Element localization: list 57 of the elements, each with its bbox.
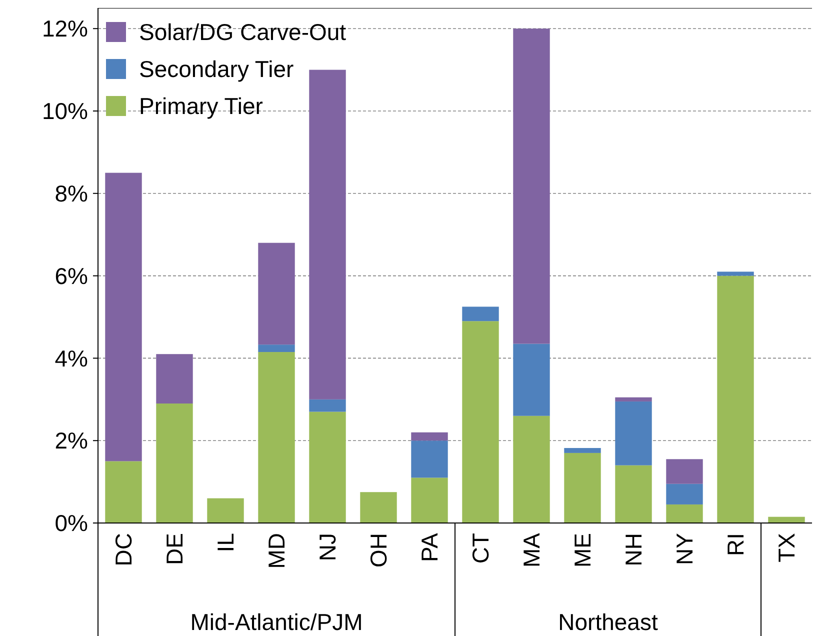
y-tick-label: 0% [54,510,88,536]
bar [717,276,754,523]
legend-label: Primary Tier [139,93,264,120]
bar [462,321,499,523]
x-tick-label: RI [722,533,749,556]
bar [513,416,550,523]
x-tick-label: OH [366,533,392,568]
bar [156,404,193,523]
x-tick-label: PA [416,532,443,562]
bar [615,397,652,402]
bar [258,344,295,352]
x-tick-label: ME [570,533,596,568]
bar [258,242,295,345]
x-tick-label: DE [162,533,188,565]
x-tick-label: MA [518,532,545,568]
text: Northeast [558,609,658,635]
bar [309,412,346,523]
x-tick-label: CT [468,533,494,564]
y-tick-label: 8% [54,180,88,206]
bar [615,465,652,523]
bar [207,498,244,523]
y-tick-label: 4% [54,345,88,372]
bar [462,306,499,322]
bar [564,452,601,523]
text: Mid-Atlantic/PJM [190,609,363,635]
bar [615,401,652,466]
bar [309,70,346,400]
bar [411,440,448,478]
bar [309,399,346,412]
y-tick-label: 12% [42,16,88,42]
x-tick-label: MD [264,533,290,569]
bar [105,461,142,523]
bar [768,516,805,523]
x-tick-label: IL [212,532,239,552]
bar [513,344,550,416]
bar [411,478,448,523]
y-tick-label: 10% [42,98,88,124]
legend-label: Solar/DG Carve-Out [139,19,347,46]
legend-label: Secondary Tier [139,56,294,82]
x-tick-label: DC [110,533,137,566]
bar [411,432,448,441]
y-tick-label: 6% [54,262,88,289]
bar [666,459,703,484]
bar [666,504,703,523]
x-tick-label: NJ [314,533,341,562]
bar [564,448,601,453]
bar [666,484,703,504]
y-tick-label: 2% [54,428,88,454]
bar [156,354,193,404]
x-tick-label: NH [620,533,647,566]
bar [717,272,754,276]
x-tick-label: TX [774,533,800,562]
bar [258,352,295,523]
x-tick-label: NY [672,533,698,565]
bar [105,172,142,462]
bar [513,28,550,344]
bar [360,492,397,523]
